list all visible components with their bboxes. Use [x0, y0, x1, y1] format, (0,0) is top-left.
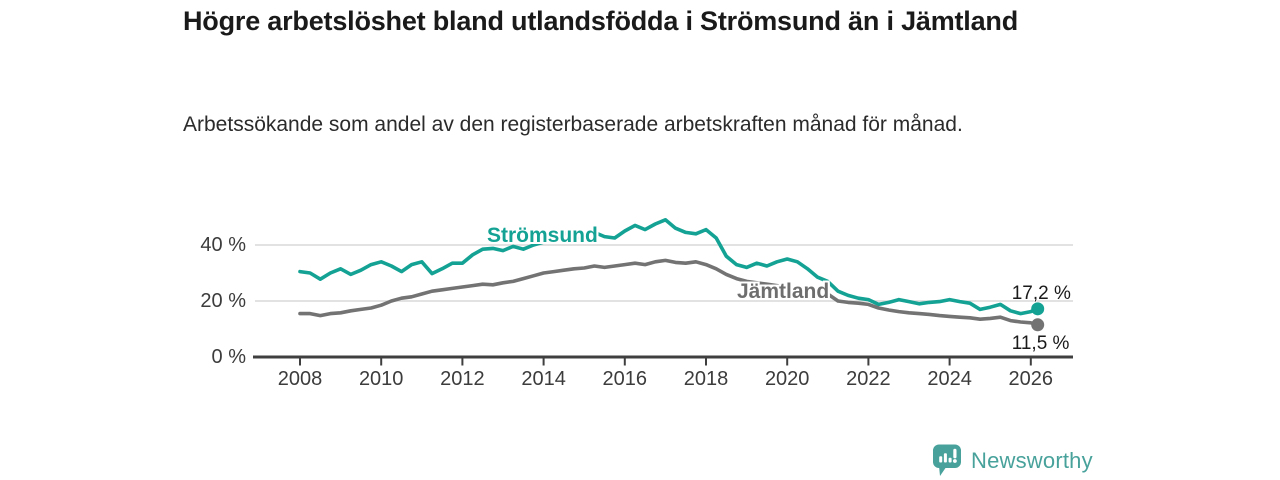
x-tick-label: 2014 — [521, 368, 566, 390]
x-tick-label: 2022 — [846, 368, 891, 390]
newsworthy-logo-icon — [933, 444, 961, 476]
end-dot-stromsund — [1031, 302, 1045, 316]
series-label-jamtland: Jämtland — [737, 280, 830, 303]
series-line-jamtland — [298, 258, 1040, 327]
x-tick-label: 2018 — [683, 368, 729, 390]
newsworthy-logo: Newsworthy — [933, 444, 1093, 477]
chart-subtitle: Arbetssökande som andel av den registerb… — [183, 113, 963, 136]
x-tick-label: 2026 — [1008, 368, 1054, 390]
y-tick-label: 20 % — [200, 290, 246, 312]
end-dot-jamtland — [1031, 318, 1045, 332]
series-line-stromsund — [298, 218, 1040, 316]
y-tick-label: 40 % — [200, 234, 246, 256]
newsworthy-logo-text: Newsworthy — [971, 447, 1093, 473]
end-value-jamtland: 11,5 % — [1011, 332, 1070, 354]
x-tick-label: 2008 — [277, 368, 323, 390]
x-tick-label: 2010 — [358, 368, 404, 390]
x-tick-label: 2020 — [764, 368, 810, 390]
series-label-stromsund: Strömsund — [487, 224, 598, 247]
x-tick-label: 2016 — [602, 368, 648, 390]
page-title: Högre arbetslöshet bland utlandsfödda i … — [183, 6, 1018, 36]
x-tick-label: 2024 — [927, 368, 972, 390]
y-tick-label: 0 % — [211, 346, 246, 368]
x-tick-label: 2012 — [440, 368, 485, 390]
end-value-stromsund: 17,2 % — [1011, 282, 1071, 304]
